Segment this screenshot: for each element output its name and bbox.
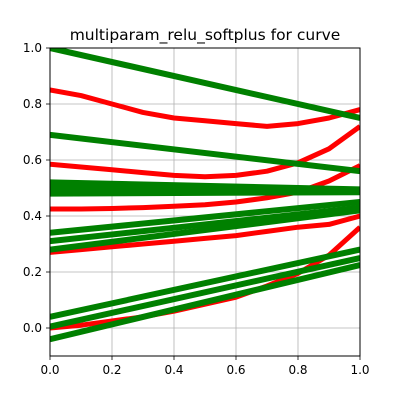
- x-tick-label: 0.2: [102, 363, 121, 377]
- x-tick-label: 0.8: [288, 363, 307, 377]
- y-tick-label: 0.0: [23, 321, 42, 335]
- green-line-16: [50, 262, 360, 343]
- green-line-11: [50, 199, 360, 236]
- chart-title: multiparam_relu_softplus for curve: [70, 26, 341, 45]
- y-tick-label: 1.0: [23, 41, 42, 55]
- x-tick-label: 1.0: [350, 363, 369, 377]
- red-curve-1: [50, 87, 360, 129]
- green-line-12: [50, 204, 360, 245]
- x-tick-label: 0.0: [40, 363, 59, 377]
- y-tick-label: 0.4: [23, 209, 42, 223]
- plot-area: [50, 48, 360, 356]
- red-curve-4: [50, 213, 360, 255]
- x-tick-label: 0.6: [226, 363, 245, 377]
- y-tick-label: 0.8: [23, 97, 42, 111]
- green-line-6: [50, 48, 360, 121]
- green-line-14: [50, 246, 360, 320]
- red-curve-2: [50, 124, 360, 180]
- y-tick-label: 0.2: [23, 265, 42, 279]
- x-tick-label: 0.4: [164, 363, 183, 377]
- green-line-13: [50, 207, 360, 253]
- green-line-10: [50, 189, 360, 197]
- y-tick-label: 0.6: [23, 153, 42, 167]
- green-line-15: [50, 255, 360, 330]
- axes-frame: [49, 47, 361, 357]
- green-line-7: [50, 131, 360, 175]
- axes: 0.0 0.2 0.4 0.6 0.8 1.0 0.0 0.2 0.4 0.6 0.8 1.0: [23, 41, 370, 377]
- series-group: [50, 48, 360, 343]
